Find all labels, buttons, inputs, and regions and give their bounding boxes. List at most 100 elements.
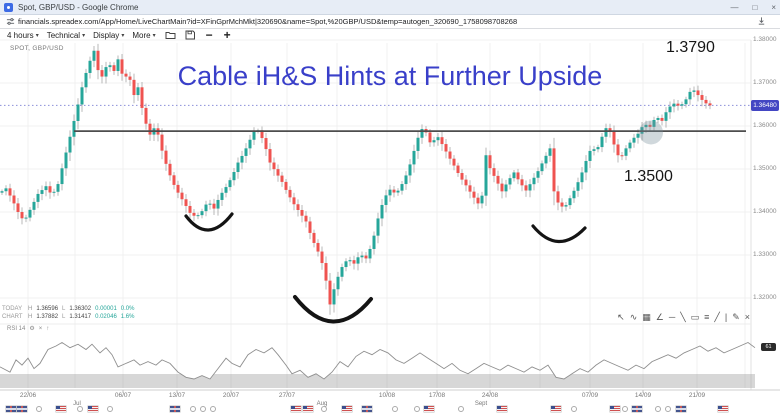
menu-label: Display	[93, 30, 120, 40]
event-flag-us-icon[interactable]	[610, 406, 620, 412]
uk-flag-icon[interactable]	[17, 406, 27, 412]
event-flag-us-icon[interactable]	[424, 406, 434, 412]
event-circle-icon[interactable]	[107, 406, 113, 412]
legend-cell: 0.0%	[120, 306, 135, 312]
arrow-up-icon[interactable]: ↑	[46, 325, 50, 332]
event-flag-us-icon[interactable]	[497, 406, 507, 412]
event-flag-uk-icon[interactable]	[676, 406, 686, 412]
uk-flag-icon[interactable]	[362, 406, 372, 412]
us-flag-icon[interactable]	[88, 406, 98, 412]
uk-flag-icon[interactable]	[6, 406, 16, 412]
event-flag-us-icon[interactable]	[551, 406, 561, 412]
event-flag-o[interactable]	[458, 406, 464, 412]
maximize-button[interactable]: □	[752, 2, 758, 12]
zoom-out-button[interactable]: −	[205, 28, 213, 42]
event-flag-o[interactable]	[622, 406, 628, 412]
annotation-title: Cable iH&S Hints at Further Upside	[177, 61, 603, 91]
event-circle-icon[interactable]	[665, 406, 671, 412]
event-flag-o[interactable]	[190, 406, 196, 412]
us-flag-icon[interactable]	[610, 406, 620, 412]
event-flag-o[interactable]	[77, 406, 83, 412]
chevron-down-icon: ▾	[82, 32, 86, 39]
toolbar-menu-display[interactable]: Display ▾	[93, 31, 124, 40]
cursor-tool-icon[interactable]: ↖	[617, 312, 625, 322]
event-circle-icon[interactable]	[571, 406, 577, 412]
event-flag-o[interactable]	[414, 406, 420, 412]
event-flag-us-icon[interactable]	[342, 406, 352, 412]
us-flag-icon[interactable]	[497, 406, 507, 412]
minimize-button[interactable]: —	[730, 2, 739, 12]
event-flag-us-icon[interactable]	[303, 406, 313, 412]
event-flag-us-icon[interactable]	[88, 406, 98, 412]
event-flag-o[interactable]	[321, 406, 327, 412]
text-tool-icon[interactable]: ≡	[704, 312, 710, 322]
legend-cell: TODAY	[2, 306, 23, 312]
legend-cell: 0.02046	[95, 314, 117, 320]
rsi-label: RSI 14	[7, 325, 26, 332]
event-circle-icon[interactable]	[414, 406, 420, 412]
event-flag-o[interactable]	[200, 406, 206, 412]
horizontal-line-tool-icon[interactable]: ─	[668, 312, 676, 322]
event-flag-uk-icon[interactable]	[362, 406, 372, 412]
trendline-tool-icon[interactable]: ╲	[680, 312, 686, 322]
event-flag-o[interactable]	[210, 406, 216, 412]
us-flag-icon[interactable]	[56, 406, 66, 412]
freehand-tool-icon[interactable]: ∿	[629, 312, 638, 322]
toolbar-menu-more[interactable]: More ▾	[132, 31, 155, 40]
ray-tool-icon[interactable]: ╱	[714, 312, 720, 322]
url-text[interactable]: financials.spreadex.com/App/Home/LiveCha…	[18, 17, 518, 26]
event-flag-us-icon[interactable]	[291, 406, 301, 412]
toolbar-menu-4-hours[interactable]: 4 hours ▾	[7, 31, 39, 40]
event-circle-icon[interactable]	[210, 406, 216, 412]
window-title: Spot, GBP/USD - Google Chrome	[18, 2, 139, 12]
event-flag-us-icon[interactable]	[718, 406, 728, 412]
fibonacci-tool-icon[interactable]: ▦	[642, 312, 651, 322]
event-circle-icon[interactable]	[190, 406, 196, 412]
event-flag-uk-icon[interactable]	[170, 406, 180, 412]
us-flag-icon[interactable]	[424, 406, 434, 412]
event-flag-o[interactable]	[107, 406, 113, 412]
close-tool-icon[interactable]: ×	[744, 312, 750, 322]
us-flag-icon[interactable]	[291, 406, 301, 412]
event-circle-icon[interactable]	[200, 406, 206, 412]
zoom-in-button[interactable]: +	[223, 28, 231, 42]
gear-icon[interactable]: ⚙	[29, 326, 35, 332]
toolbar-menu-technical[interactable]: Technical ▾	[47, 31, 85, 40]
download-icon[interactable]	[757, 16, 766, 26]
event-circle-icon[interactable]	[77, 406, 83, 412]
event-circle-icon[interactable]	[36, 406, 42, 412]
month-label: Aug	[316, 401, 328, 407]
event-flag-o[interactable]	[571, 406, 577, 412]
rsi-value-badge: 61	[761, 343, 776, 351]
us-flag-icon[interactable]	[303, 406, 313, 412]
pencil-tool-icon[interactable]: ✎	[732, 312, 740, 322]
event-flag-o[interactable]	[36, 406, 42, 412]
event-flag-uk-icon[interactable]	[632, 406, 642, 412]
rectangle-tool-icon[interactable]: ▭	[690, 312, 700, 322]
save-chart-button[interactable]	[185, 30, 195, 40]
us-flag-icon[interactable]	[551, 406, 561, 412]
us-flag-icon[interactable]	[718, 406, 728, 412]
event-flag-uk-icon[interactable]	[17, 406, 27, 412]
close-icon[interactable]: ×	[38, 325, 43, 332]
url-bar[interactable]: financials.spreadex.com/App/Home/LiveCha…	[0, 15, 780, 29]
event-circle-icon[interactable]	[458, 406, 464, 412]
event-circle-icon[interactable]	[622, 406, 628, 412]
event-flag-uk-icon[interactable]	[6, 406, 16, 412]
event-circle-icon[interactable]	[655, 406, 661, 412]
uk-flag-icon[interactable]	[170, 406, 180, 412]
event-flag-o[interactable]	[655, 406, 661, 412]
site-settings-icon[interactable]	[6, 17, 15, 26]
event-flag-o[interactable]	[392, 406, 398, 412]
uk-flag-icon[interactable]	[632, 406, 642, 412]
event-circle-icon[interactable]	[321, 406, 327, 412]
angle-tool-icon[interactable]: ∠	[655, 312, 664, 322]
close-button[interactable]: ×	[771, 2, 776, 12]
event-circle-icon[interactable]	[392, 406, 398, 412]
event-flag-us-icon[interactable]	[56, 406, 66, 412]
us-flag-icon[interactable]	[342, 406, 352, 412]
uk-flag-icon[interactable]	[676, 406, 686, 412]
open-chart-button[interactable]	[165, 30, 176, 40]
event-flag-o[interactable]	[665, 406, 671, 412]
